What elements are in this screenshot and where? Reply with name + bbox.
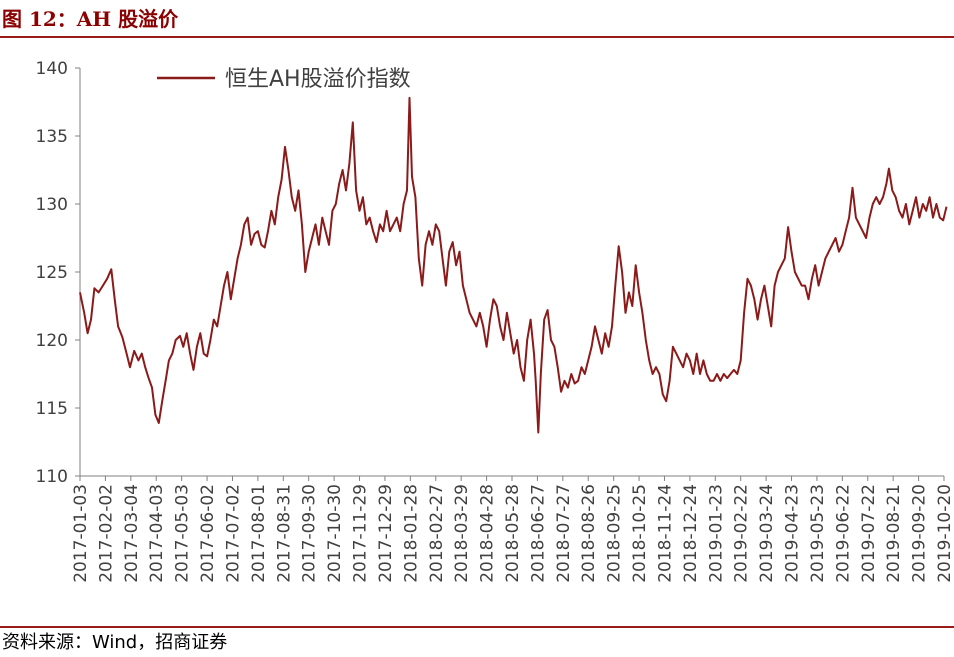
bottom-divider	[0, 626, 954, 628]
chart-title: 图 12：AH 股溢价	[2, 7, 179, 31]
x-tick-label: 2017-09-30	[300, 484, 320, 583]
x-tick-label: 2017-07-02	[223, 484, 243, 583]
x-tick-label: 2017-05-03	[173, 484, 193, 583]
x-tick-label: 2017-08-01	[249, 484, 269, 583]
x-tick-label: 2017-11-29	[351, 484, 371, 583]
y-tick-label: 115	[36, 399, 68, 419]
chart-axes: 110 115 120 125 130 135 140 2017-01-03 2017-02-0…	[36, 59, 954, 583]
x-tick-label: 2018-12-24	[681, 484, 701, 583]
x-tick-label: 2019-03-24	[757, 484, 777, 583]
chart-series	[79, 96, 948, 434]
x-tick-label: 2019-10-20	[935, 484, 954, 583]
x-tick-label: 2017-10-30	[325, 484, 345, 583]
x-tick-label: 2018-02-27	[427, 484, 447, 583]
x-tick-label: 2018-11-24	[655, 484, 675, 583]
x-tick-label: 2018-04-28	[478, 484, 498, 583]
line-chart: 110 115 120 125 130 135 140 2017-01-03 2017-02-0…	[36, 59, 954, 583]
x-tick-label: 2019-08-21	[884, 484, 904, 583]
legend-label: 恒生AH股溢价指数	[225, 67, 411, 92]
y-tick-label: 130	[36, 195, 68, 215]
x-tick-label: 2017-02-02	[96, 484, 116, 583]
y-tick-label: 140	[36, 59, 68, 79]
x-tick-label: 2019-06-22	[833, 484, 853, 583]
chart-legend: 恒生AH股溢价指数	[157, 67, 411, 92]
x-tick-label: 2019-07-22	[859, 484, 879, 583]
y-tick-label: 120	[36, 331, 68, 351]
x-tick-label: 2018-08-26	[579, 484, 599, 583]
x-tick-label: 2017-04-03	[147, 484, 167, 583]
x-tick-label: 2019-05-23	[808, 484, 828, 583]
x-tick-label: 2019-04-23	[783, 484, 803, 583]
top-divider	[0, 36, 954, 38]
x-tick-label: 2019-09-20	[910, 484, 930, 583]
x-tick-label: 2018-01-28	[401, 484, 421, 583]
x-tick-label: 2017-06-02	[198, 484, 218, 583]
x-tick-label: 2018-07-27	[554, 484, 574, 583]
x-tick-label: 2018-03-29	[452, 484, 472, 583]
x-tick-label: 2017-12-29	[376, 484, 396, 583]
source-note: 资料来源：Wind，招商证券	[2, 632, 228, 653]
y-tick-label: 110	[36, 467, 68, 487]
x-tick-label: 2018-06-27	[528, 484, 548, 583]
x-tick-label: 2019-01-23	[706, 484, 726, 583]
x-tick-label: 2018-09-25	[605, 484, 625, 583]
x-tick-label: 2017-08-31	[274, 484, 294, 583]
x-tick-label: 2018-05-28	[503, 484, 523, 583]
y-tick-label: 135	[36, 127, 68, 147]
series-line	[79, 96, 948, 434]
x-tick-label: 2017-01-03	[71, 484, 91, 583]
x-tick-label: 2019-02-22	[732, 484, 752, 583]
x-tick-label: 2017-03-04	[122, 484, 142, 583]
y-tick-label: 125	[36, 263, 68, 283]
x-tick-label: 2018-10-25	[630, 484, 650, 583]
